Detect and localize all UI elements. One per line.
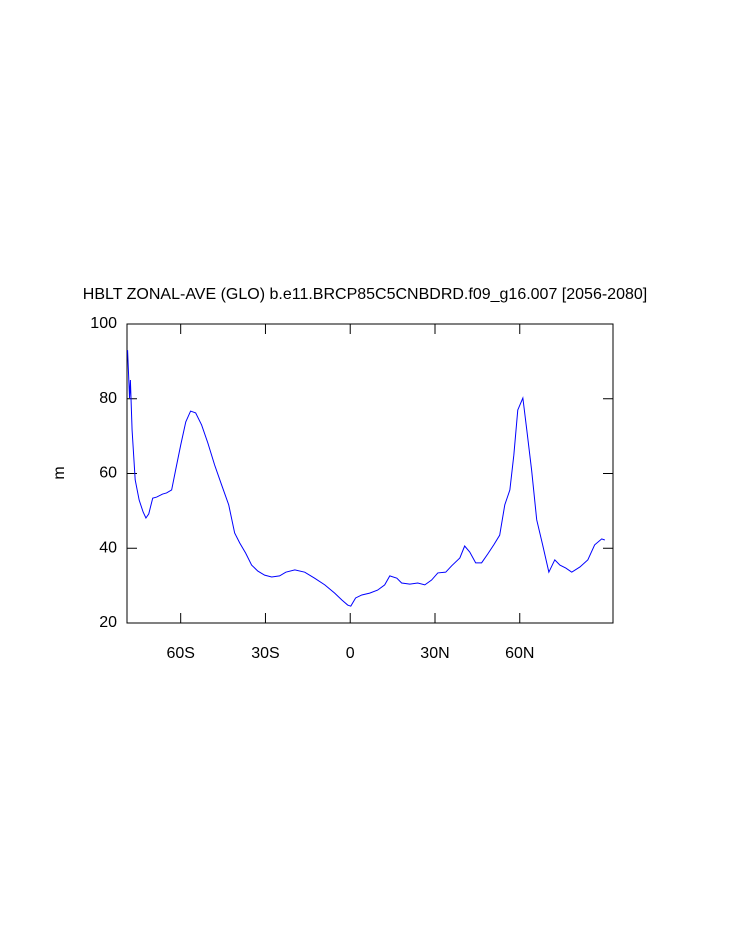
- x-tick-label: 30N: [420, 645, 449, 662]
- plot-frame: [126, 323, 614, 624]
- y-tick-label: 40: [99, 539, 117, 556]
- line-series: [127, 350, 605, 607]
- x-tick-label: 0: [346, 645, 355, 662]
- y-tick-label: 100: [90, 315, 117, 332]
- x-tick-label: 30S: [251, 645, 279, 662]
- y-tick-label: 80: [99, 390, 117, 407]
- y-tick-label: 20: [99, 614, 117, 631]
- x-tick-label: 60N: [505, 645, 534, 662]
- y-tick-label: 60: [99, 465, 117, 482]
- x-tick-label: 60S: [166, 645, 194, 662]
- y-axis-label: m: [51, 466, 68, 479]
- chart-title: HBLT ZONAL-AVE (GLO) b.e11.BRCP85C5CNBDR…: [83, 286, 647, 303]
